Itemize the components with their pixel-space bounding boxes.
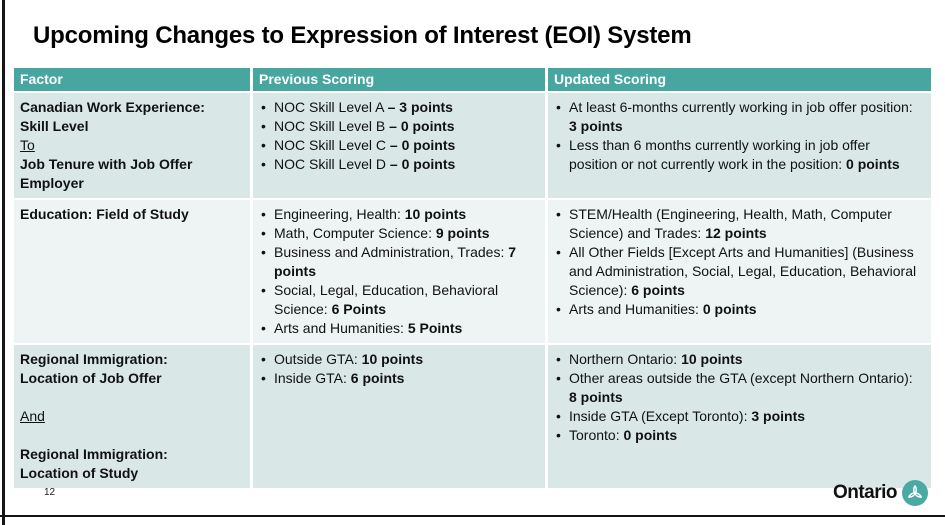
scoring-bullet: Inside GTA: 6 points — [259, 369, 535, 388]
column-header-factor: Factor — [14, 68, 250, 91]
points-value: 0 points — [702, 301, 757, 317]
scoring-bullet: Less than 6 months currently working in … — [554, 136, 921, 174]
points-value: 5 Points — [407, 320, 463, 336]
points-value: – 0 points — [389, 156, 456, 172]
points-value: 0 points — [623, 427, 678, 443]
factor-line: Education: Field of Study — [20, 206, 189, 222]
table-row: Regional Immigration: Location of Job Off… — [14, 345, 931, 488]
scoring-bullet: STEM/Health (Engineering, Health, Math, … — [554, 205, 921, 243]
table-row: Education: Field of Study Engineering, He… — [14, 200, 931, 343]
slide-bottom-border — [0, 515, 945, 517]
points-value: – 0 points — [389, 137, 456, 153]
eoi-scoring-table: Factor Previous Scoring Updated Scoring … — [14, 68, 931, 490]
table-rows: Canadian Work Experience: Skill Level To Jo… — [14, 93, 931, 488]
slide-left-border — [2, 0, 5, 525]
scoring-bullet: Inside GTA (Except Toronto): 3 points — [554, 407, 921, 426]
points-value: 9 points — [435, 225, 490, 241]
factor-line: To — [20, 137, 35, 153]
points-value: 3 points — [751, 408, 806, 424]
points-value: 6 Points — [331, 301, 387, 317]
points-value: 10 points — [681, 351, 743, 367]
factor-cell: Regional Immigration: Location of Job Off… — [14, 345, 250, 488]
scoring-bullet: Business and Administration, Trades: 7 p… — [259, 243, 535, 281]
points-value: 6 points — [631, 282, 685, 298]
factor-spacer — [20, 388, 240, 407]
points-value: 8 points — [569, 389, 623, 405]
table-header-row: Factor Previous Scoring Updated Scoring — [14, 68, 931, 91]
previous-scoring-cell: Engineering, Health: 10 pointsMath, Comp… — [253, 200, 545, 343]
scoring-bullet: Engineering, Health: 10 points — [259, 205, 535, 224]
trillium-icon — [902, 480, 928, 506]
factor-line: And — [20, 408, 45, 424]
scoring-bullet: Other areas outside the GTA (except Nort… — [554, 369, 921, 407]
points-value: 3 points — [569, 118, 623, 134]
page-number: 12 — [44, 487, 56, 498]
factor-line: Location of Job Offer — [20, 370, 162, 386]
page-title: Upcoming Changes to Expression of Intere… — [33, 22, 692, 49]
factor-line: Canadian Work Experience: — [20, 99, 205, 115]
scoring-bullet: Toronto: 0 points — [554, 426, 921, 445]
ontario-wordmark: Ontario — [832, 482, 898, 503]
scoring-bullet: NOC Skill Level D – 0 points — [259, 155, 535, 174]
scoring-bullet: NOC Skill Level B – 0 points — [259, 117, 535, 136]
scoring-bullet: NOC Skill Level C – 0 points — [259, 136, 535, 155]
scoring-bullet: At least 6-months currently working in j… — [554, 98, 921, 136]
points-value: – 0 points — [389, 118, 455, 134]
column-header-updated-scoring: Updated Scoring — [548, 68, 931, 91]
column-header-previous-scoring: Previous Scoring — [253, 68, 545, 91]
factor-cell: Education: Field of Study — [14, 200, 250, 343]
points-value: 6 points — [350, 370, 405, 386]
points-value: 12 points — [705, 225, 767, 241]
factor-line: Skill Level — [20, 118, 89, 134]
previous-scoring-cell: Outside GTA: 10 pointsInside GTA: 6 poin… — [253, 345, 545, 488]
scoring-bullet: All Other Fields [Except Arts and Humani… — [554, 243, 921, 300]
factor-line: Regional Immigration: — [20, 446, 168, 462]
previous-scoring-cell: NOC Skill Level A – 3 pointsNOC Skill Le… — [253, 93, 545, 198]
scoring-bullet: Outside GTA: 10 points — [259, 350, 535, 369]
scoring-bullet: Northern Ontario: 10 points — [554, 350, 921, 369]
scoring-bullet: Arts and Humanities: 0 points — [554, 300, 921, 319]
scoring-bullet: Social, Legal, Education, Behavioral Sci… — [259, 281, 535, 319]
updated-scoring-cell: At least 6-months currently working in j… — [548, 93, 931, 198]
points-value: 7 points — [274, 244, 517, 279]
ontario-logo: Ontario — [833, 480, 928, 506]
points-value: 10 points — [404, 206, 467, 222]
points-value: 10 points — [361, 351, 424, 367]
points-value: – 3 points — [387, 99, 453, 115]
points-value: 0 points — [846, 156, 900, 172]
factor-line: Job Tenure with Job Offer — [20, 156, 193, 172]
updated-scoring-cell: Northern Ontario: 10 pointsOther areas o… — [548, 345, 931, 488]
scoring-bullet: NOC Skill Level A – 3 points — [259, 98, 535, 117]
factor-line: Regional Immigration: — [20, 351, 168, 367]
updated-scoring-cell: STEM/Health (Engineering, Health, Math, … — [548, 200, 931, 343]
factor-spacer — [20, 426, 240, 445]
factor-cell: Canadian Work Experience: Skill Level To Jo… — [14, 93, 250, 198]
table-row: Canadian Work Experience: Skill Level To Jo… — [14, 93, 931, 198]
scoring-bullet: Math, Computer Science: 9 points — [259, 224, 535, 243]
factor-line: Location of Study — [20, 465, 139, 481]
factor-line: Employer — [20, 175, 84, 191]
scoring-bullet: Arts and Humanities: 5 Points — [259, 319, 535, 338]
